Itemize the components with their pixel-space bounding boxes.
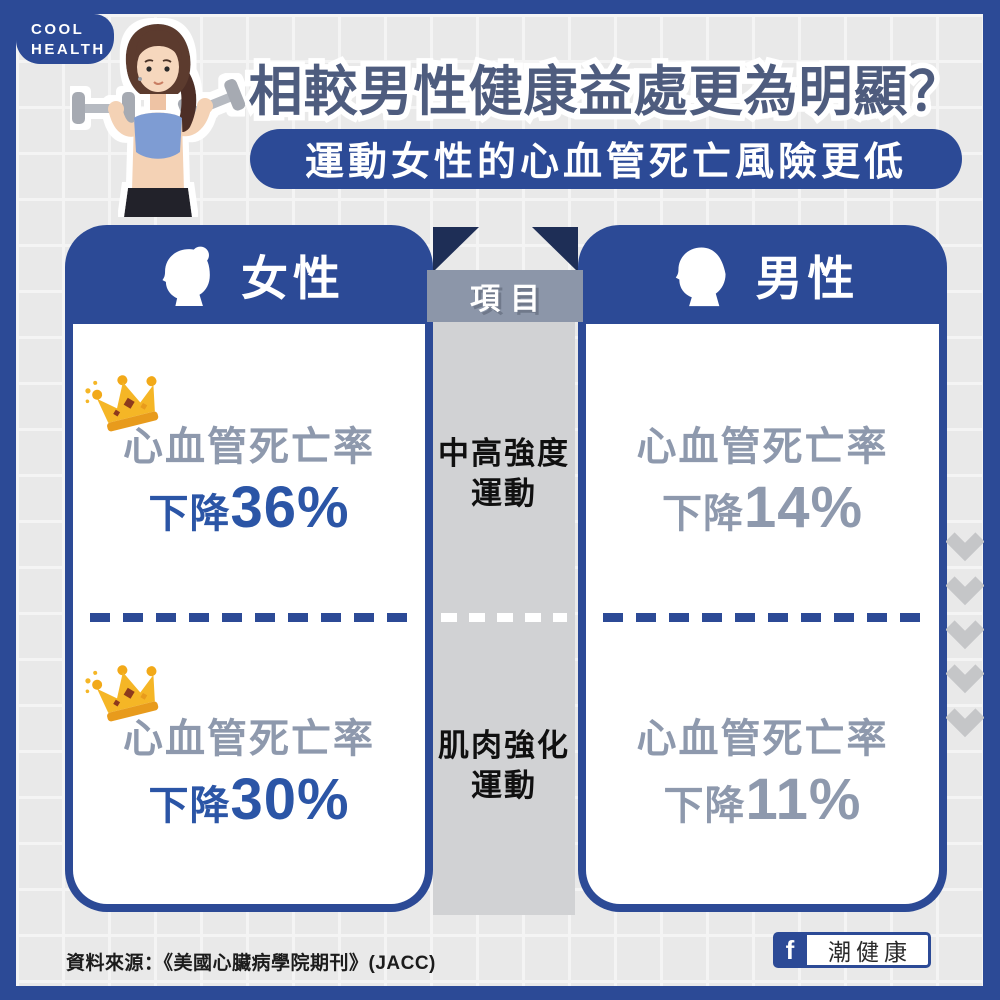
- stat-prefix: 下降: [663, 784, 746, 828]
- chevron-down-icon: [946, 620, 984, 650]
- data-source: 資料來源：《美國心臟病學院期刊》(JACC): [66, 953, 436, 974]
- chevron-down-icon: [946, 576, 984, 606]
- stat-value: 36%: [230, 475, 350, 540]
- logo-line2: HEALTH: [31, 40, 106, 58]
- main-title-wrap: 相較男性健康益處更為明顯？: [245, 47, 967, 126]
- logo-line1: COOL: [31, 21, 85, 38]
- cool-health-logo: COOL HEALTH: [16, 14, 114, 64]
- facebook-icon[interactable]: f: [773, 932, 807, 968]
- facebook-badge[interactable]: f 潮健康: [773, 932, 931, 968]
- stat-label: 心血管死亡率: [123, 717, 375, 761]
- chevron-down-icon: [946, 664, 984, 694]
- item-row2: 肌肉強化 運動: [438, 728, 570, 804]
- female-head-icon: [162, 246, 210, 306]
- divider-items: [441, 613, 567, 622]
- main-title: 相較男性健康益處更為明顯？: [249, 47, 964, 126]
- stat-prefix: 下降: [661, 492, 744, 536]
- subtitle-pill: 運動女性的心血管死亡風險更低: [250, 129, 962, 189]
- female-column-header: 女性: [65, 225, 433, 324]
- female-row2-stat: 心血管死亡率 下降 30%: [73, 706, 425, 833]
- divider-male: [603, 613, 921, 622]
- divider-female: [90, 613, 408, 622]
- stat-prefix: 下降: [148, 492, 231, 536]
- items-column-header: 項目: [427, 270, 583, 322]
- stat-label: 心血管死亡率: [636, 425, 889, 469]
- woman-dumbbell-illustration: [72, 24, 245, 217]
- item-row1: 中高強度 運動: [438, 436, 570, 512]
- chevron-down-icon: [946, 708, 984, 738]
- female-header-label: 女性: [241, 252, 345, 305]
- stat-value: 30%: [230, 767, 350, 832]
- stat-value: 14%: [743, 475, 864, 540]
- stat-label: 心血管死亡率: [123, 425, 375, 469]
- male-column-header: 男性: [578, 225, 947, 324]
- male-row1-stat: 心血管死亡率 下降 14%: [586, 414, 939, 541]
- male-row2-stat: 心血管死亡率 下降 11%: [586, 706, 939, 833]
- male-header-label: 男性: [755, 252, 860, 305]
- female-row1-stat: 心血管死亡率 下降 36%: [73, 414, 425, 541]
- chevron-down-icon: [946, 532, 984, 562]
- facebook-page-name[interactable]: 潮健康: [807, 932, 931, 968]
- stat-value: 11%: [745, 767, 862, 832]
- stat-label: 心血管死亡率: [636, 717, 889, 761]
- stat-prefix: 下降: [148, 784, 231, 828]
- male-head-icon: [675, 246, 726, 306]
